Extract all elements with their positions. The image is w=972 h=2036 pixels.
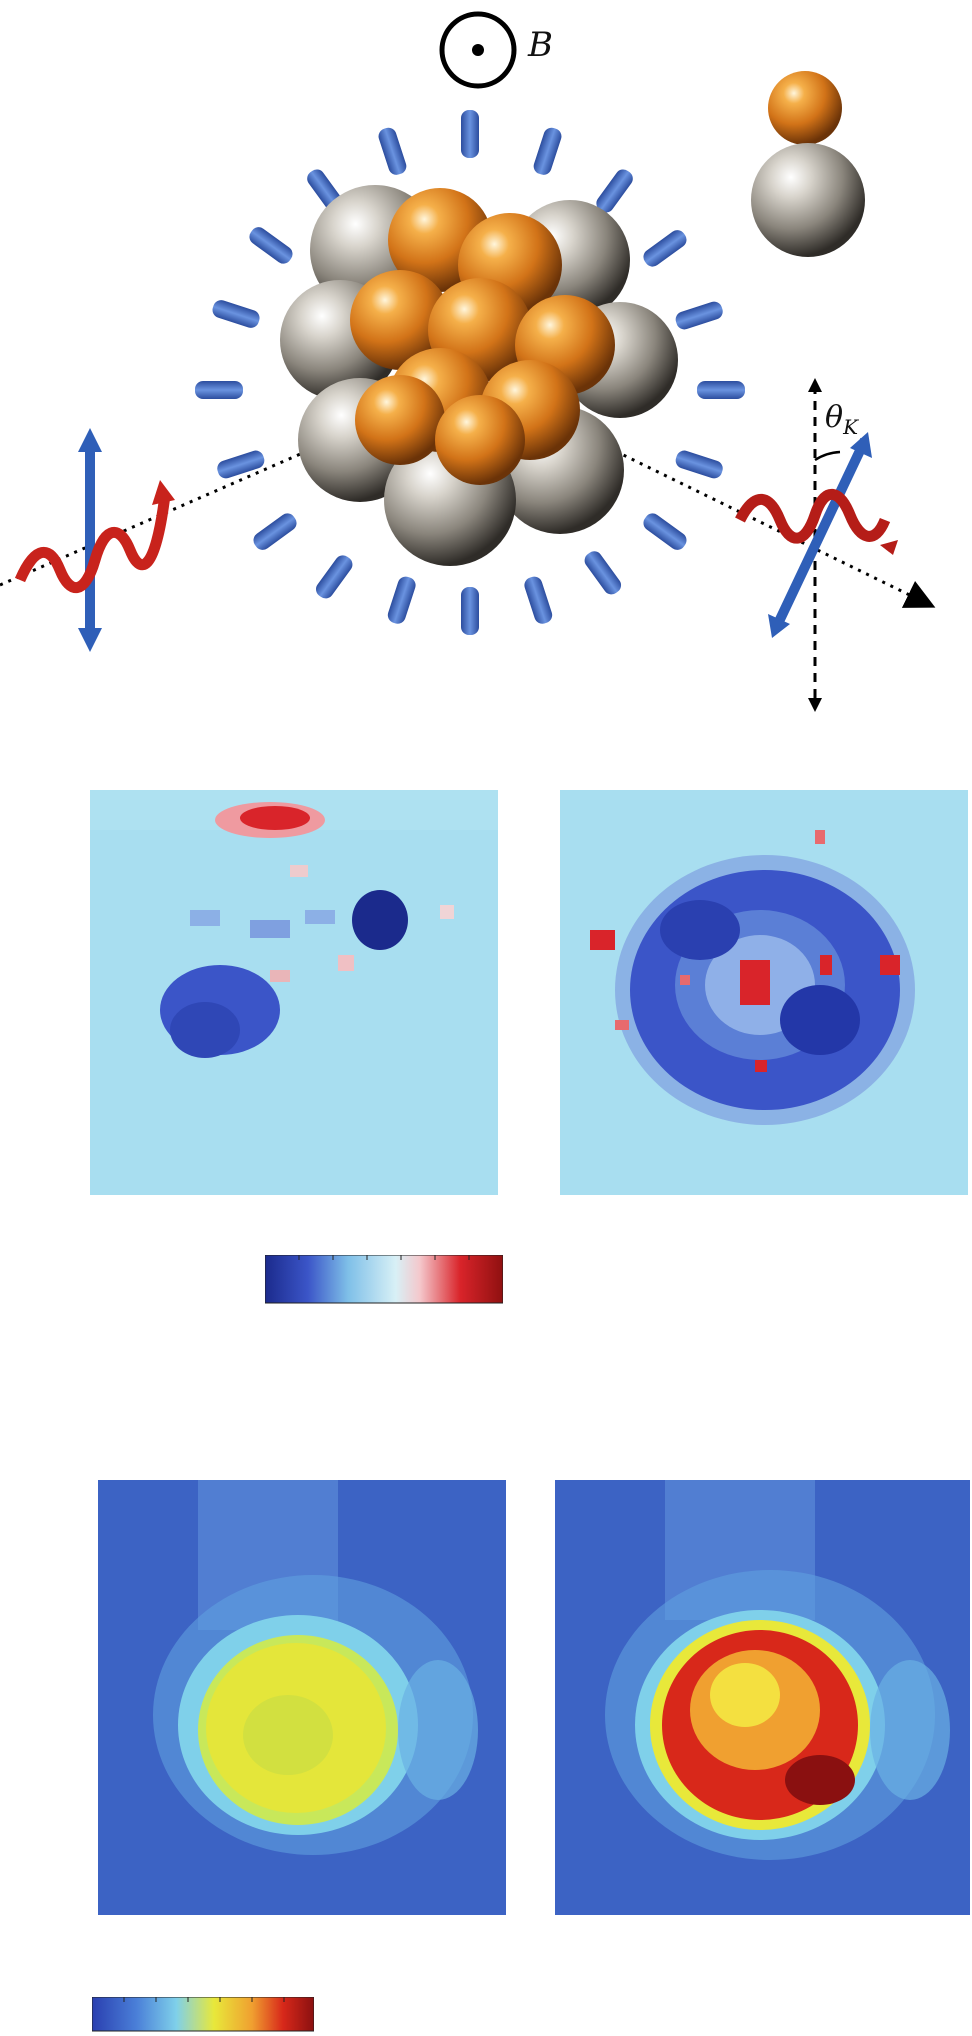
- magnetic-field-label: B: [528, 25, 553, 65]
- magneto-optical-schematic: [0, 11, 936, 712]
- reflected-light-icon: [735, 378, 898, 712]
- incident-light-icon: [14, 428, 175, 652]
- intensity-colorbar: [92, 1997, 314, 2032]
- kerr-angle-symbol: θ: [825, 400, 844, 435]
- magnetic-field-out-of-page-icon: [439, 11, 517, 89]
- kerr-angle-subscript: K: [843, 415, 859, 439]
- gold-atom-legend-icon: [768, 71, 842, 145]
- silver-atom-legend-icon: [751, 143, 865, 257]
- kerr-map-left: [90, 790, 498, 1195]
- intensity-map-left: [98, 1480, 506, 1915]
- nanocluster: [280, 185, 678, 566]
- intensity-map-right: [555, 1480, 970, 1915]
- kerr-map-right: [560, 790, 968, 1195]
- kerr-angle-label: θK: [825, 400, 858, 439]
- kerr-colorbar: [265, 1255, 503, 1304]
